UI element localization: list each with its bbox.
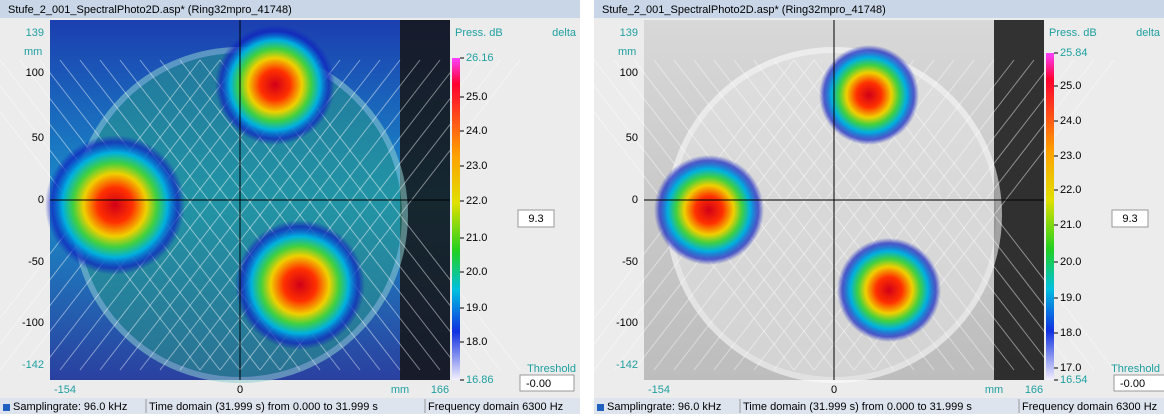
colorbar-tick-label: 22.0 [1060, 184, 1081, 196]
colorbar-tick-label: 20.0 [466, 266, 487, 278]
colorbar-tick-label: 25.0 [1060, 80, 1081, 92]
colorbar-tick-label: 16.86 [466, 374, 494, 386]
x-tick-label: -154 [648, 384, 670, 396]
panel: Stufe_2_001_SpectralPhoto2D.asp* (Ring32… [0, 0, 580, 414]
y-tick-label: 0 [38, 194, 44, 206]
y-tick-label: 0 [632, 194, 638, 206]
delta-label: delta [552, 27, 577, 39]
x-tick-label: -154 [54, 384, 76, 396]
threshold-value: -0.00 [1120, 378, 1145, 390]
colorbar-tick-label: 22.0 [466, 195, 487, 207]
sound-source [215, 25, 335, 145]
threshold-value: -0.00 [526, 378, 551, 390]
x-unit: mm [391, 384, 409, 396]
colorbar-tick-label: 24.0 [1060, 115, 1081, 127]
colorbar-tick-label: 19.0 [1060, 292, 1081, 304]
y-tick-label: -100 [22, 317, 44, 329]
y-tick-label: 139 [26, 27, 44, 39]
colorbar-tick-label: 18.0 [466, 336, 487, 348]
y-unit: mm [618, 46, 636, 58]
colorbar-tick-label: 23.0 [1060, 150, 1081, 162]
sound-source [235, 220, 365, 350]
y-tick-label: -142 [616, 359, 638, 371]
x-unit: mm [985, 384, 1003, 396]
colorbar [452, 58, 460, 380]
y-tick-label: 139 [620, 27, 638, 39]
colorbar-tick-label: 26.16 [466, 52, 494, 64]
y-tick-label: 50 [32, 132, 44, 144]
colorbar-tick-label: 24.0 [466, 125, 487, 137]
status-sampling: Samplingrate: 96.0 kHz [13, 401, 127, 413]
sound-source [45, 135, 185, 275]
value-box-text: 9.3 [1122, 213, 1137, 225]
colorbar-tick-label: 16.54 [1060, 374, 1088, 386]
colorbar-tick-label: 21.0 [1060, 219, 1081, 231]
colorbar-title: Press. dB [455, 27, 503, 39]
y-tick-label: 100 [26, 67, 44, 79]
x-tick-label: 0 [237, 384, 243, 396]
colorbar-tick-label: 25.84 [1060, 47, 1088, 59]
window-title: Stufe_2_001_SpectralPhoto2D.asp* (Ring32… [602, 4, 886, 16]
y-tick-label: 50 [626, 132, 638, 144]
colorbar-tick-label: 21.0 [466, 232, 487, 244]
status-time: Time domain (31.999 s) from 0.000 to 31.… [743, 401, 972, 413]
y-tick-label: -50 [28, 256, 44, 268]
delta-label: delta [1136, 27, 1161, 39]
status-frequency: Frequency domain 6300 Hz [428, 401, 563, 413]
lock-icon [597, 404, 604, 411]
colorbar-title: Press. dB [1049, 27, 1097, 39]
sound-source [837, 238, 941, 342]
window-title: Stufe_2_001_SpectralPhoto2D.asp* (Ring32… [8, 4, 292, 16]
screenshot: {"panels": [ {"title": "Stufe_2_001_Spec… [0, 0, 1164, 414]
x-tick-label: 166 [431, 384, 449, 396]
status-time: Time domain (31.999 s) from 0.000 to 31.… [149, 401, 378, 413]
colorbar-tick-label: 18.0 [1060, 327, 1081, 339]
panel-canvas: Stufe_2_001_SpectralPhoto2D.asp* (Ring32… [0, 0, 580, 414]
panel-canvas: Stufe_2_001_SpectralPhoto2D.asp* (Ring32… [594, 0, 1164, 414]
sound-source [654, 155, 764, 265]
status-sampling: Samplingrate: 96.0 kHz [607, 401, 721, 413]
y-tick-label: 100 [620, 67, 638, 79]
value-box-text: 9.3 [528, 213, 543, 225]
colorbar [1046, 53, 1054, 380]
threshold-label: Threshold [527, 363, 576, 375]
lock-icon [3, 404, 10, 411]
colorbar-tick-label: 25.0 [466, 91, 487, 103]
y-tick-label: -100 [616, 317, 638, 329]
threshold-label: Threshold [1111, 363, 1160, 375]
colorbar-tick-label: 19.0 [466, 302, 487, 314]
colorbar-tick-label: 20.0 [1060, 256, 1081, 268]
colorbar-tick-label: 17.0 [1060, 362, 1081, 374]
colorbar-tick-label: 23.0 [466, 160, 487, 172]
x-tick-label: 166 [1025, 384, 1043, 396]
y-unit: mm [24, 46, 42, 58]
x-tick-label: 0 [831, 384, 837, 396]
y-tick-label: -50 [622, 256, 638, 268]
y-tick-label: -142 [22, 359, 44, 371]
status-frequency: Frequency domain 6300 Hz [1022, 401, 1157, 413]
panel: Stufe_2_001_SpectralPhoto2D.asp* (Ring32… [594, 0, 1164, 414]
